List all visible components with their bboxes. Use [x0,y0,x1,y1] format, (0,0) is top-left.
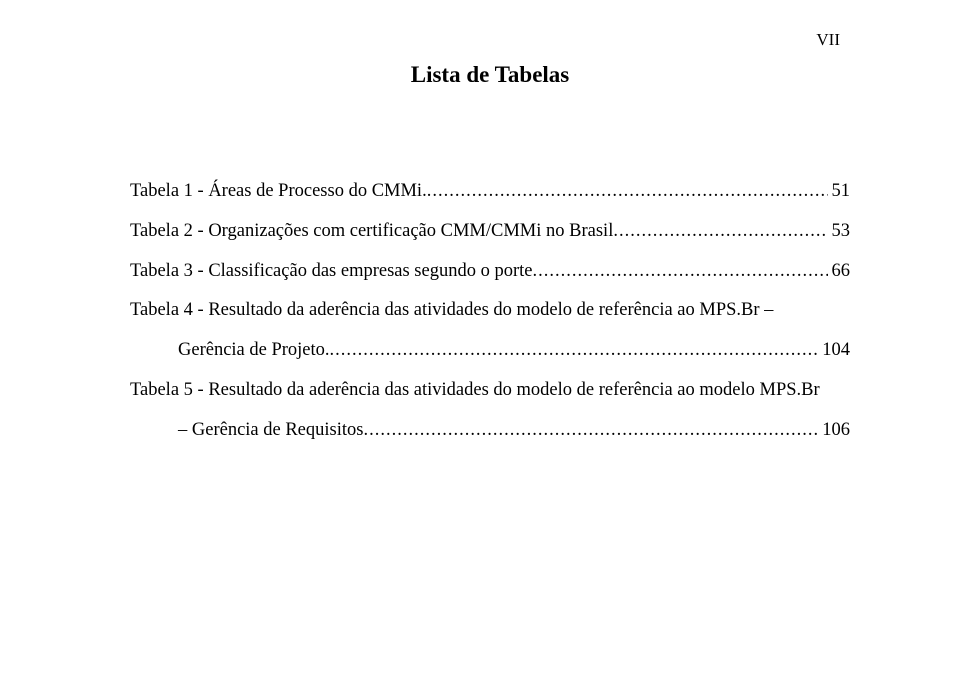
entry-label: Gerência de Projeto. [178,331,330,371]
entry-page: 104 [818,331,850,371]
dot-leaders [363,411,818,451]
dot-leaders [613,212,827,252]
toc-entry-2: Tabela 2 - Organizações com certificação… [130,212,850,252]
toc-entry-4: Tabela 4 - Resultado da aderência das at… [130,291,850,371]
page-title: Lista de Tabelas [130,62,850,88]
toc-entry-3: Tabela 3 - Classificação das empresas se… [130,252,850,292]
toc-entry-1: Tabela 1 - Áreas de Processo do CMMi. 51 [130,172,850,212]
dot-leaders [330,331,819,371]
entry-label: – Gerência de Requisitos [178,411,363,451]
entry-line-2: – Gerência de Requisitos 106 [130,411,850,451]
toc-entry-5: Tabela 5 - Resultado da aderência das at… [130,371,850,451]
dot-leaders [427,172,828,212]
entry-label: Tabela 1 - Áreas de Processo do CMMi. [130,172,427,212]
dot-leaders [532,252,827,292]
entry-page: 51 [828,172,851,212]
page-number: VII [816,30,840,50]
entry-line-2: Gerência de Projeto. 104 [130,331,850,371]
document-page: VII Lista de Tabelas Tabela 1 - Áreas de… [0,0,960,693]
list-of-tables: Tabela 1 - Áreas de Processo do CMMi. 51… [130,172,850,450]
entry-label: Tabela 3 - Classificação das empresas se… [130,252,532,292]
entry-page: 53 [828,212,851,252]
entry-label: Tabela 2 - Organizações com certificação… [130,212,613,252]
entry-page: 66 [828,252,851,292]
entry-line-1: Tabela 4 - Resultado da aderência das at… [130,291,850,331]
entry-line-1: Tabela 5 - Resultado da aderência das at… [130,371,850,411]
entry-page: 106 [818,411,850,451]
